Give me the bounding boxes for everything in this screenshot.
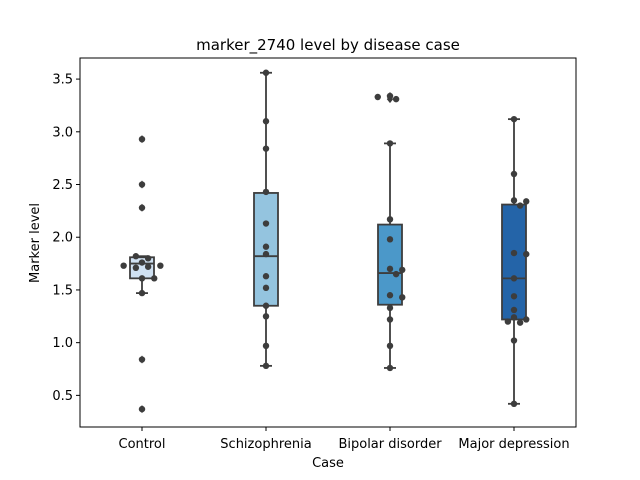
data-point [138,181,146,188]
data-point [386,265,394,273]
data-point [386,140,394,147]
data-point [386,342,394,350]
data-point [516,202,524,209]
data-point [510,115,518,123]
data-point [138,356,146,363]
data-point [386,292,394,299]
data-point [138,135,146,143]
data-point [510,293,518,300]
data-point [138,204,146,211]
plot-area: 0.5 1.0 1.5 2.0 2.5 3.0 3.5 Control Schizophreni… [52,57,577,452]
data-point [262,220,270,227]
data-point [132,264,140,272]
data-point [510,400,518,408]
data-point [510,275,518,282]
data-point [510,197,518,204]
data-point [386,316,394,323]
data-point [120,262,127,269]
data-point [523,316,530,323]
data-point [510,249,518,257]
data-point [144,255,152,262]
y-axis-label: Marker level [28,203,43,283]
data-point [138,259,146,266]
chart-title: marker_2740 level by disease case [196,36,460,55]
data-point [386,92,394,100]
data-point [151,275,158,282]
data-point [504,318,512,325]
y-tick-label: 1.0 [52,336,73,351]
data-point [510,337,518,344]
x-tick-label: Bipolar disorder [338,437,442,452]
x-tick-label: Major depression [458,437,569,452]
data-point [510,170,518,178]
data-point [262,118,270,125]
y-tick-label: 2.0 [52,231,73,246]
data-point [262,362,270,370]
data-point [386,236,394,243]
data-point [392,270,400,278]
y-tick-label: 1.5 [52,283,73,298]
data-point [386,216,394,223]
data-point [399,266,406,274]
data-point [262,69,270,76]
data-point [262,313,270,320]
data-point [510,314,518,321]
plot-frame [79,57,577,428]
y-tick-label: 2.5 [52,178,73,193]
x-tick-label: Schizophrenia [220,437,311,452]
data-point [262,188,270,196]
data-point [138,275,146,282]
x-tick-label: Control [119,437,166,452]
y-tick-label: 3.5 [52,73,73,88]
data-point [138,405,146,413]
data-point [262,250,270,258]
y-tick-label: 0.5 [52,389,73,404]
data-point [386,304,394,312]
data-point [262,342,270,350]
data-point [262,302,270,309]
y-tick-label: 3.0 [52,125,73,140]
data-point [262,273,270,280]
data-point [516,319,524,326]
data-point [392,95,400,103]
data-point [157,262,164,269]
data-point [399,294,406,301]
data-point [262,145,270,152]
data-point [262,284,270,292]
data-point [262,243,270,250]
data-point [132,253,140,260]
data-point [523,250,530,258]
data-point [374,93,381,101]
data-point [386,364,394,372]
data-point [144,263,152,270]
box-major-depression [501,203,527,321]
data-point [510,306,518,314]
x-axis-label: Case [312,456,344,471]
data-point [523,198,530,205]
data-point [138,289,146,297]
